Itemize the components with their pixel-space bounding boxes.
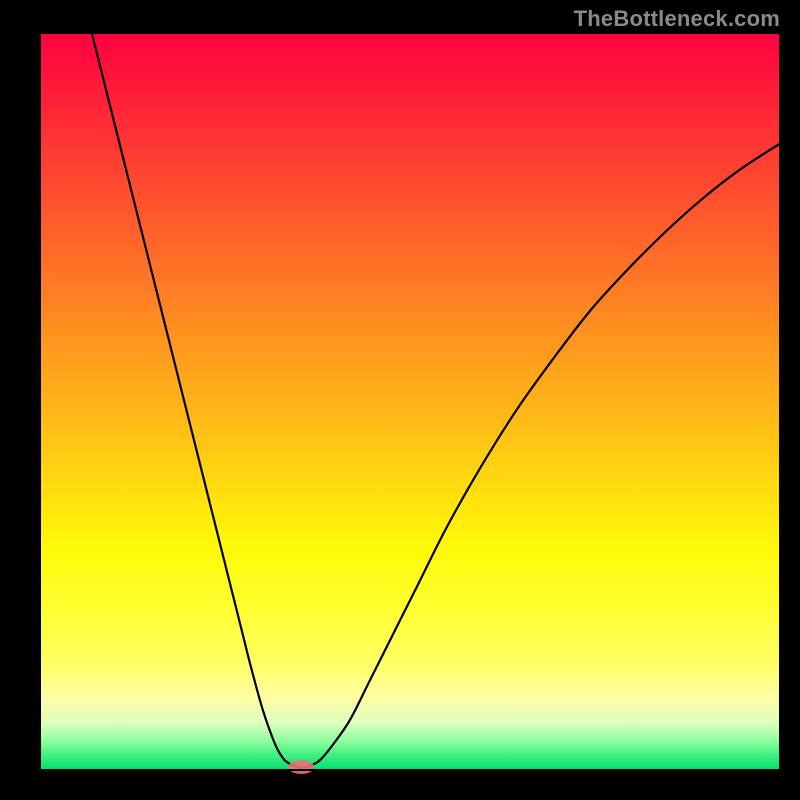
chart-container: TheBottleneck.com xyxy=(0,0,800,800)
plot-background xyxy=(40,33,780,770)
bottleneck-chart xyxy=(0,0,800,800)
optimal-point-marker xyxy=(288,760,314,774)
watermark-text: TheBottleneck.com xyxy=(574,6,780,32)
